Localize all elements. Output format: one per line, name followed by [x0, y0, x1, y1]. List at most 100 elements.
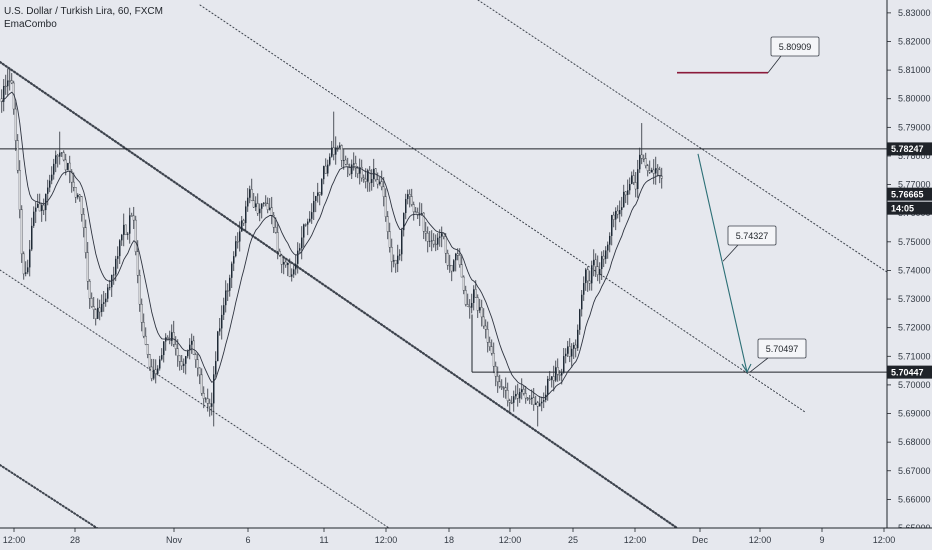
candle-body: [202, 393, 205, 399]
callout-label: 5.74327: [736, 231, 769, 241]
candle-body: [236, 241, 239, 243]
candle-body: [250, 189, 253, 201]
candle-body: [8, 80, 11, 82]
callout-label: 5.80909: [779, 42, 812, 52]
candle-body: [541, 401, 543, 404]
candle-body: [215, 361, 217, 375]
candle-body: [563, 356, 565, 373]
candle-body: [637, 169, 639, 190]
price-badge: 5.76665: [887, 187, 932, 201]
price-badge-bg: [887, 201, 932, 215]
candle-body: [42, 204, 45, 211]
price-badge: 5.78247: [887, 142, 932, 156]
candle-body: [593, 259, 595, 266]
candle-body: [276, 232, 279, 252]
candle-body: [295, 263, 297, 270]
channel-line: [199, 4, 806, 413]
candle-body: [340, 145, 343, 161]
candle-body: [424, 230, 427, 234]
candle-body: [278, 250, 281, 256]
callout-pointer: [722, 244, 739, 262]
candle-body: [488, 342, 491, 347]
candle-body: [263, 202, 265, 204]
candle-body: [249, 189, 251, 198]
candle-body: [80, 196, 83, 215]
candle-body: [256, 203, 259, 214]
candle-body: [359, 167, 361, 174]
chart-title[interactable]: U.S. Dollar / Turkish Lira, 60, FXCM: [4, 6, 163, 17]
candle-body: [516, 393, 519, 399]
price-tick-label: 5.73000: [898, 294, 931, 304]
candle-body: [191, 340, 193, 345]
candle-body: [303, 224, 305, 238]
candle-body: [77, 194, 79, 198]
candle-body: [621, 207, 623, 211]
channel-line: [0, 60, 682, 532]
price-badge-bg: [887, 187, 932, 201]
candle-body: [208, 403, 211, 407]
price-tick-label: 5.66000: [898, 494, 931, 504]
candle-body: [323, 166, 325, 180]
time-tick-label: 12:00: [749, 535, 772, 545]
time-tick-label: Nov: [166, 535, 183, 545]
candle-body: [571, 348, 573, 357]
callout-pointer: [749, 357, 769, 373]
candle-body: [558, 374, 561, 376]
price-tick-label: 5.69000: [898, 409, 931, 419]
candle-body: [568, 346, 571, 357]
candle-body: [567, 346, 569, 354]
candle-body: [426, 232, 429, 242]
candle-body: [368, 170, 371, 184]
candle-body: [456, 253, 459, 256]
candle-body: [127, 233, 129, 235]
candle-body: [658, 169, 661, 177]
candle-body: [585, 269, 587, 284]
candle-body: [521, 389, 523, 393]
candle-body: [59, 152, 61, 157]
candle-body: [211, 403, 213, 407]
candle-body: [577, 329, 579, 349]
time-tick-label: 6: [245, 535, 250, 545]
candle-body: [353, 163, 355, 165]
candle-body: [555, 367, 557, 381]
candle-body: [178, 355, 181, 362]
candle-body: [72, 181, 75, 188]
candle-body: [403, 213, 405, 231]
callout-box: [757, 338, 807, 359]
candle-body: [138, 275, 141, 305]
indicator-name[interactable]: EmaCombo: [4, 19, 57, 30]
channel-line: [477, 0, 888, 273]
candle-body: [547, 378, 549, 395]
candle-body: [656, 167, 659, 171]
candle-body: [233, 256, 235, 264]
candle-body: [318, 192, 321, 195]
candle-body: [327, 164, 329, 174]
candle-body: [367, 170, 369, 182]
candle-body: [615, 210, 617, 220]
candle-body: [364, 178, 367, 182]
price-tick-label: 5.72000: [898, 323, 931, 333]
candle-body: [474, 289, 477, 298]
candle-body: [386, 216, 389, 232]
candle-body: [105, 298, 107, 303]
candle-body: [348, 166, 351, 175]
time-tick-label: 25: [568, 535, 578, 545]
callout-1: 5.80909: [767, 36, 820, 73]
candle-body: [612, 214, 615, 220]
candle-body: [239, 231, 241, 242]
candle-body: [479, 307, 481, 311]
candle-body: [416, 212, 419, 216]
price-tick-label: 5.81000: [898, 65, 931, 75]
candle-body: [213, 374, 215, 404]
time-tick-label: 12:00: [375, 535, 398, 545]
candle-body: [627, 190, 629, 195]
candle-body: [573, 345, 575, 349]
candle-body: [632, 175, 635, 183]
candle-body: [346, 163, 349, 167]
candle-body: [247, 197, 249, 207]
candle-body: [22, 253, 25, 275]
candle-body: [631, 175, 633, 185]
price-badge-bg: [887, 365, 932, 379]
candle-body: [639, 154, 641, 170]
